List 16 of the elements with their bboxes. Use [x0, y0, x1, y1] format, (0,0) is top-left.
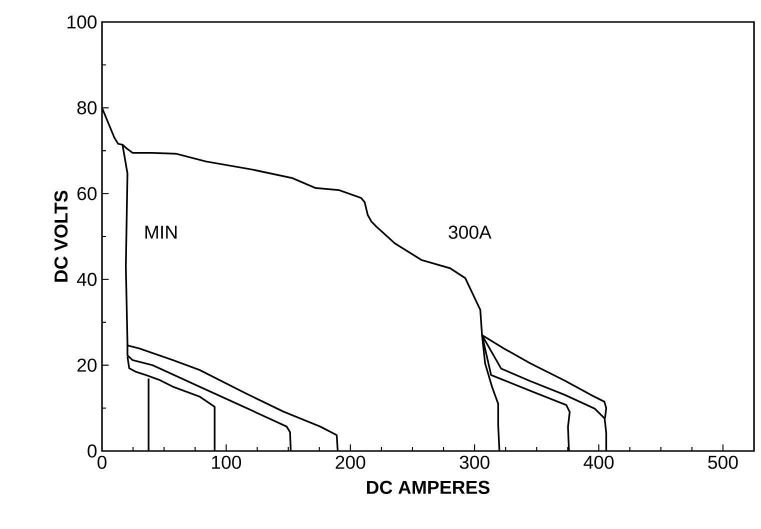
x-tick-label: 300: [460, 456, 490, 469]
x-tick-label: 200: [336, 456, 366, 469]
y-tick-label: 20: [77, 358, 97, 372]
annotation: 300A: [448, 226, 492, 239]
y-tick-label: 60: [77, 186, 97, 200]
x-tick-label: 400: [584, 456, 614, 469]
x-tick-label: 100: [212, 456, 242, 469]
y-axis-title: DC VOLTS: [54, 190, 68, 282]
y-tick-label: 40: [76, 272, 97, 286]
x-tick-label: 0: [98, 456, 106, 469]
x-axis-title: DC AMPERES: [367, 480, 490, 494]
y-tick-label: 0: [88, 444, 97, 458]
y-tick-label: 80: [77, 101, 97, 114]
annotation: MIN: [145, 226, 177, 239]
y-tick-label: 100: [68, 15, 97, 29]
x-tick-label: 500: [708, 456, 738, 469]
